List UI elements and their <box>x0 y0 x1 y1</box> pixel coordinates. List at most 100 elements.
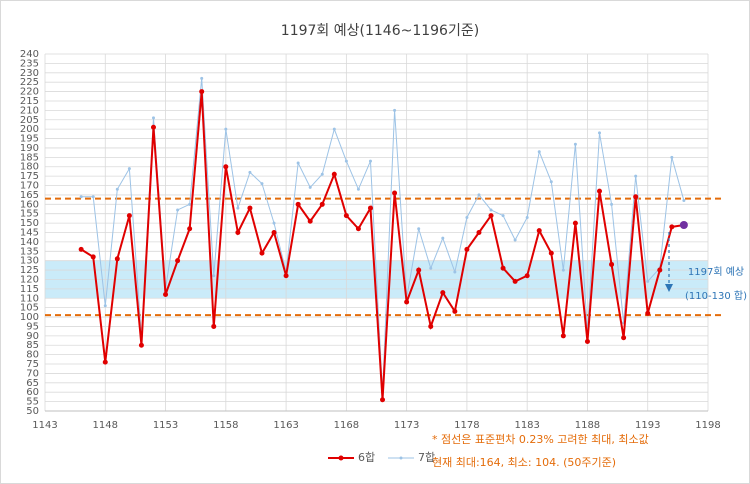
data-point <box>645 310 651 316</box>
data-point <box>114 256 120 262</box>
x-tick-label: 1168 <box>334 420 359 431</box>
y-tick-label: 100 <box>20 312 39 323</box>
y-tick-label: 215 <box>20 96 39 107</box>
data-point <box>597 188 603 194</box>
data-point <box>283 273 289 279</box>
y-tick-label: 55 <box>26 397 39 408</box>
data-point <box>295 201 301 207</box>
y-tick-label: 140 <box>20 237 39 248</box>
data-point <box>657 267 663 273</box>
data-point <box>367 205 373 211</box>
data-point <box>477 193 481 197</box>
data-point <box>429 266 433 270</box>
data-point <box>271 230 277 235</box>
y-tick-label: 155 <box>20 209 39 220</box>
y-tick-label: 80 <box>26 350 39 361</box>
chart-title: 1197회 예상(1146~1196기준) <box>281 23 479 39</box>
data-point <box>247 205 253 211</box>
data-point <box>428 323 434 329</box>
y-tick-label: 180 <box>20 162 39 173</box>
y-tick-label: 145 <box>20 228 39 239</box>
data-point <box>126 213 132 219</box>
y-tick-label: 70 <box>26 368 39 379</box>
data-point <box>416 267 422 273</box>
data-point <box>669 224 675 230</box>
data-point <box>150 124 156 130</box>
data-point <box>512 278 518 284</box>
x-tick-label: 1143 <box>32 420 57 431</box>
y-tick-label: 115 <box>20 284 39 295</box>
x-tick-label: 1148 <box>93 420 118 431</box>
data-point <box>344 159 348 163</box>
data-point <box>368 159 372 163</box>
annotation: 1197회 예상 <box>688 266 744 278</box>
data-point <box>380 397 386 403</box>
data-point <box>525 215 529 219</box>
y-tick-label: 60 <box>26 387 39 398</box>
data-point <box>573 142 577 146</box>
legend-label: 7합 <box>418 451 435 464</box>
data-point <box>307 218 313 224</box>
x-tick-label: 1198 <box>695 420 720 431</box>
data-point <box>163 292 169 298</box>
data-point <box>464 246 470 252</box>
x-tick-label: 1173 <box>394 420 419 431</box>
data-point <box>537 150 541 154</box>
y-tick-label: 95 <box>26 321 39 332</box>
data-point <box>646 279 650 283</box>
data-point <box>404 299 410 305</box>
data-point <box>212 274 216 278</box>
data-point <box>633 194 639 200</box>
x-tick-label: 1183 <box>514 420 539 431</box>
y-tick-label: 120 <box>20 274 39 285</box>
data-point <box>248 170 252 174</box>
data-point <box>561 268 565 272</box>
data-point <box>548 250 554 256</box>
marks <box>45 76 723 403</box>
y-tick-label: 150 <box>20 218 39 229</box>
data-point <box>343 213 349 219</box>
y-tick-label: 210 <box>20 105 39 116</box>
data-point <box>259 250 265 256</box>
data-point <box>138 342 144 348</box>
data-point <box>682 199 686 203</box>
data-point <box>151 116 155 120</box>
data-point <box>175 258 181 264</box>
data-point <box>392 190 398 196</box>
y-tick-label: 105 <box>20 303 39 314</box>
data-point <box>199 89 205 95</box>
data-point <box>90 254 96 260</box>
x-tick-label: 1178 <box>454 420 479 431</box>
y-tick-label: 235 <box>20 58 39 69</box>
y-tick-label: 205 <box>20 115 39 126</box>
data-point <box>679 220 688 229</box>
data-point <box>621 335 627 341</box>
data-point <box>187 226 193 232</box>
data-point <box>634 174 638 178</box>
data-point <box>536 228 542 234</box>
data-point <box>476 230 482 235</box>
forecast-arrowhead <box>665 284 673 292</box>
data-point <box>609 261 615 267</box>
data-point <box>356 187 360 191</box>
y-tick-label: 195 <box>20 134 39 145</box>
y-tick-label: 160 <box>20 199 39 210</box>
y-tick-label: 230 <box>20 68 39 79</box>
data-point <box>188 202 192 206</box>
x-tick-label: 1153 <box>153 420 178 431</box>
y-tick-label: 175 <box>20 171 39 182</box>
data-point <box>272 221 276 225</box>
data-point <box>489 208 493 212</box>
data-point <box>331 171 337 177</box>
note: * 점선은 표준편차 0.23% 고려한 최대, 최소값 <box>432 433 649 446</box>
data-point <box>500 265 506 271</box>
data-point <box>223 164 229 170</box>
y-tick-label: 50 <box>26 406 39 417</box>
data-point <box>572 220 578 226</box>
y-tick-label: 200 <box>20 124 39 135</box>
y-tick-label: 170 <box>20 181 39 192</box>
data-point <box>308 185 312 189</box>
data-point <box>102 359 108 365</box>
data-point <box>236 206 240 210</box>
